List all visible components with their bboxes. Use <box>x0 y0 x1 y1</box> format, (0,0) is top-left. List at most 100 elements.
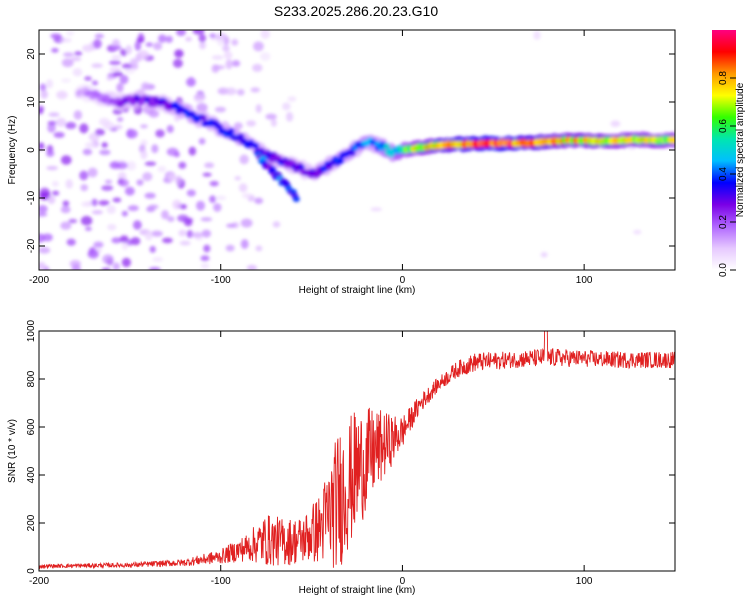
spectrogram-cell <box>198 137 206 145</box>
spectrogram-cell <box>91 63 103 68</box>
snr-y-label: SNR (10 * v/v) <box>7 419 18 483</box>
spectrogram-cell <box>152 257 164 262</box>
spectrogram-cell <box>225 59 233 70</box>
spectrogram-cell <box>150 230 163 237</box>
spectrogram-cell <box>109 161 120 169</box>
x-tick-label: 100 <box>576 275 593 286</box>
spectrogram-cell <box>200 217 213 222</box>
figure-title: S233.2025.286.20.23.G10 <box>274 3 438 19</box>
colorbar-tick-label: 0.2 <box>718 215 729 229</box>
spectrogram-cell <box>39 246 51 254</box>
spectrogram-cell <box>113 71 123 77</box>
spectrogram-cell <box>101 185 114 191</box>
snr-y-ticks: 0 200 400 600 800 1000 <box>26 319 675 574</box>
spectrogram-cell <box>55 117 67 127</box>
spectrogram-cell <box>179 240 191 246</box>
spectrogram-cell <box>60 155 72 165</box>
colorbar: 0.0 0.2 0.4 0.6 0.8 Normalized spectral ampl… <box>712 30 746 277</box>
spectrogram-cell <box>61 78 71 83</box>
spectrogram-cell <box>66 238 76 246</box>
spectrogram-cell <box>225 244 235 252</box>
spectrogram-cell <box>337 158 345 165</box>
spectrogram-cell <box>540 252 548 258</box>
spectrogram-cell <box>84 142 96 149</box>
spectrogram-cell <box>250 87 261 93</box>
spectrogram-cell <box>91 80 99 86</box>
spectrogram-cell <box>209 180 219 187</box>
spectrogram-cell <box>39 105 45 112</box>
spectrogram-cell <box>107 223 117 231</box>
spectrogram-cell <box>40 89 49 99</box>
spectrogram-cell <box>144 161 157 166</box>
spectrogram-cell <box>201 229 212 238</box>
spectrogram-cell <box>93 38 102 49</box>
spectrogram-cell <box>148 267 161 270</box>
spectrogram-cell <box>106 76 113 81</box>
spectrogram-cell <box>60 205 71 214</box>
spectrogram-cell <box>241 192 252 199</box>
spectrogram-cell <box>255 104 262 113</box>
spectrogram-cell <box>80 184 89 192</box>
spectrogram-x-label: Height of straight line (km) <box>299 285 416 296</box>
spectrogram-cell <box>51 47 59 53</box>
spectrogram-cell <box>112 45 122 51</box>
spectrogram-cell <box>188 146 197 156</box>
spectrogram-cell <box>176 30 186 37</box>
spectrogram-cell <box>231 60 241 67</box>
snr-x-label: Height of straight line (km) <box>299 585 416 596</box>
spectrogram-cell <box>533 30 541 40</box>
spectrogram-cell <box>213 203 222 212</box>
spectrogram-cell <box>121 210 128 217</box>
spectrogram-cell <box>91 198 98 207</box>
spectrogram-cell <box>161 210 169 220</box>
spectrogram-cell <box>187 76 195 87</box>
spectrogram-cell <box>142 172 153 182</box>
spectrogram-cell <box>202 172 212 177</box>
spectrogram-cell <box>121 257 132 268</box>
spectrogram-cell <box>191 231 204 238</box>
spectrogram-cell <box>91 210 103 215</box>
spectrogram-cell <box>48 112 60 117</box>
spectrogram-cell <box>200 255 210 262</box>
spectrogram-cell <box>136 37 145 43</box>
spectrogram-cell <box>62 200 70 207</box>
spectrogram-cell <box>209 33 217 38</box>
spectrogram-cell <box>153 42 163 51</box>
spectrogram-cell <box>95 128 105 136</box>
spectrogram-cell <box>84 226 92 231</box>
x-tick-label: -100 <box>211 275 231 286</box>
spectrogram-cell <box>65 121 77 130</box>
spectrogram-cell <box>252 63 263 72</box>
colorbar-ticks: 0.0 0.2 0.4 0.6 0.8 <box>718 71 736 277</box>
spectrogram-cell <box>46 79 54 89</box>
spectrogram-cell <box>119 74 129 85</box>
spectrogram-cell <box>158 34 167 43</box>
spectrogram-cell <box>74 51 83 56</box>
spectrogram-cell <box>186 230 194 238</box>
spectrogram-cell <box>39 83 47 92</box>
spectrogram-cell <box>172 199 182 210</box>
spectrogram-cell <box>60 37 72 43</box>
spectrogram-cell <box>226 223 236 228</box>
y-tick-label: 800 <box>26 370 37 387</box>
spectrogram-cell <box>124 68 136 74</box>
spectrogram-cell <box>63 52 74 57</box>
spectrogram-cell <box>185 36 192 42</box>
spectrogram-cell <box>167 173 177 182</box>
spectrogram-cell <box>260 52 271 61</box>
spectrogram-cell <box>200 263 210 269</box>
spectrogram-x-ticks: -200 -100 0 100 <box>29 30 593 286</box>
spectrogram-cell <box>39 204 48 214</box>
snr-frame <box>38 330 676 572</box>
spectrogram-cell <box>237 88 245 96</box>
spectrogram-cell <box>151 144 159 154</box>
spectrogram-cell <box>165 35 173 43</box>
spectrogram-cell <box>222 45 230 52</box>
spectrogram-cell <box>186 189 196 197</box>
spectrogram-cell <box>198 33 207 43</box>
spectrogram-cell <box>39 261 46 270</box>
spectrogram-cell <box>246 120 257 127</box>
spectrogram-cell <box>94 33 105 39</box>
spectrogram-cell <box>116 82 124 93</box>
spectrogram-cell <box>239 154 249 165</box>
